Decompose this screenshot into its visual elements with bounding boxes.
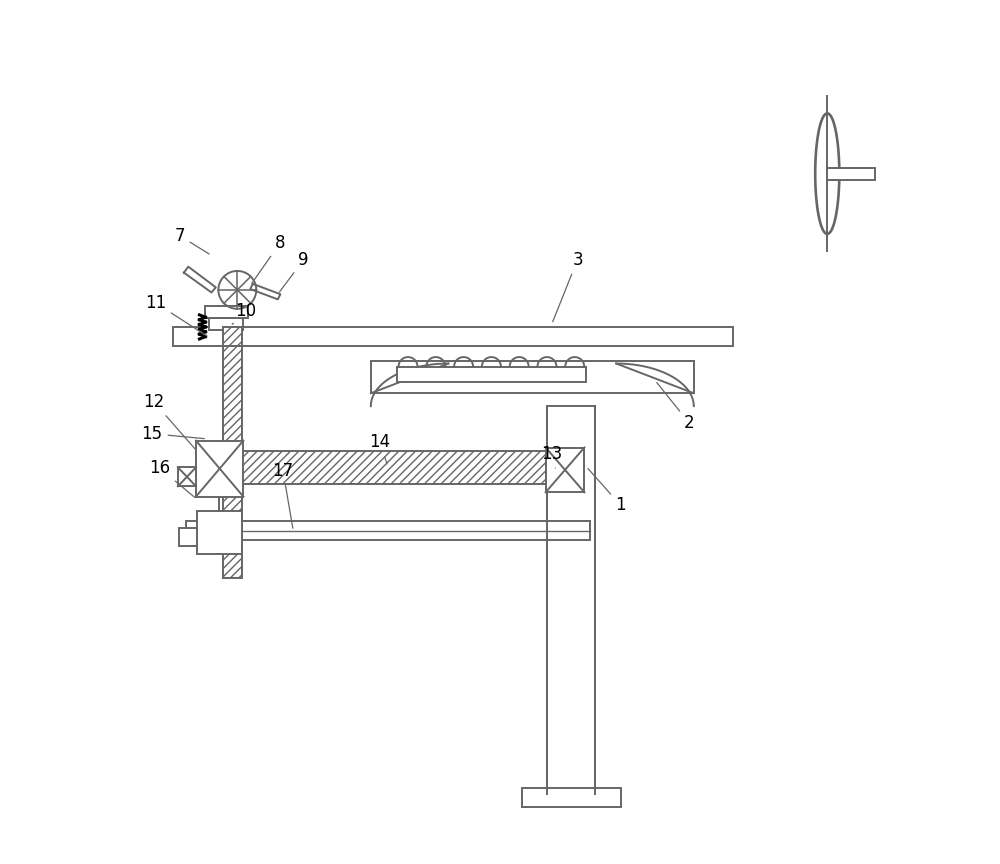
Bar	[209, 318, 243, 330]
Bar	[173, 327, 733, 346]
Text: 1: 1	[588, 468, 626, 514]
Text: 3: 3	[553, 251, 583, 321]
Bar	[547, 406, 595, 794]
Bar	[178, 467, 196, 486]
Text: 14: 14	[369, 434, 390, 464]
Text: 7: 7	[174, 226, 209, 254]
Bar	[197, 511, 242, 555]
Text: 13: 13	[541, 445, 562, 468]
Polygon shape	[184, 267, 216, 293]
Bar	[223, 346, 242, 578]
Bar	[371, 360, 694, 393]
Text: 8: 8	[252, 233, 286, 283]
Bar	[397, 366, 586, 382]
Bar	[186, 521, 590, 540]
Text: 11: 11	[145, 294, 207, 336]
Bar	[196, 441, 243, 497]
Text: 17: 17	[272, 461, 294, 528]
Bar	[220, 451, 573, 484]
Bar	[179, 529, 197, 546]
Text: 12: 12	[143, 393, 195, 449]
Bar	[546, 448, 584, 492]
Text: 10: 10	[232, 302, 257, 324]
Bar	[522, 788, 621, 807]
Bar	[827, 168, 875, 180]
Text: 16: 16	[149, 459, 195, 498]
Bar	[223, 327, 242, 346]
Text: 2: 2	[657, 383, 695, 432]
Polygon shape	[371, 364, 694, 406]
Bar	[205, 306, 248, 318]
Polygon shape	[250, 284, 280, 299]
Text: 15: 15	[142, 425, 204, 442]
Text: 9: 9	[279, 251, 309, 292]
